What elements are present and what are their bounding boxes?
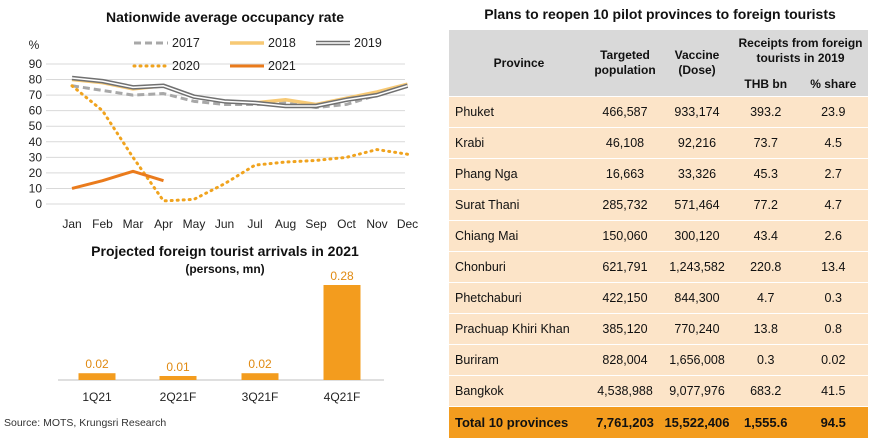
- thb-cell: 43.4: [733, 221, 798, 252]
- header-share: % share: [798, 72, 868, 97]
- population-cell: 422,150: [589, 283, 661, 314]
- share-cell: 0.02: [798, 345, 868, 376]
- total-thb: 1,555.6: [733, 407, 798, 438]
- province-name: Chonburi: [449, 252, 589, 283]
- header-province: Province: [449, 30, 589, 97]
- population-cell: 466,587: [589, 97, 661, 128]
- share-cell: 41.5: [798, 376, 868, 407]
- share-cell: 4.5: [798, 128, 868, 159]
- header-receipts-line1: Receipts from foreign: [733, 36, 868, 51]
- thb-cell: 73.7: [733, 128, 798, 159]
- province-name: Phang Nga: [449, 159, 589, 190]
- population-cell: 285,732: [589, 190, 661, 221]
- share-cell: 2.6: [798, 221, 868, 252]
- vaccine-cell: 92,216: [661, 128, 733, 159]
- bar-value-label: 0.02: [85, 357, 109, 371]
- header-vaccine-line1: Vaccine: [661, 48, 733, 63]
- share-cell: 23.9: [798, 97, 868, 128]
- province-name: Buriram: [449, 345, 589, 376]
- bar-value-label: 0.01: [166, 360, 190, 374]
- bar-category-label: 4Q21F: [324, 390, 361, 404]
- header-thb: THB bn: [733, 72, 798, 97]
- provinces-table: Province Targeted population Vaccine (Do…: [449, 30, 868, 438]
- vaccine-cell: 844,300: [661, 283, 733, 314]
- total-label: Total 10 provinces: [449, 407, 589, 438]
- thb-cell: 77.2: [733, 190, 798, 221]
- share-cell: 4.7: [798, 190, 868, 221]
- vaccine-cell: 770,240: [661, 314, 733, 345]
- bar-value-label: 0.02: [248, 357, 272, 371]
- bar-1Q21: [79, 373, 116, 380]
- bar-category-label: 2Q21F: [160, 390, 197, 404]
- population-cell: 16,663: [589, 159, 661, 190]
- bar-category-label: 1Q21: [82, 390, 112, 404]
- share-cell: 0.3: [798, 283, 868, 314]
- header-population: Targeted population: [589, 30, 661, 97]
- thb-cell: 45.3: [733, 159, 798, 190]
- province-name: Bangkok: [449, 376, 589, 407]
- bar-3Q21F: [242, 373, 279, 380]
- table-title: Plans to reopen 10 pilot provinces to fo…: [450, 6, 870, 22]
- population-cell: 828,004: [589, 345, 661, 376]
- population-cell: 385,120: [589, 314, 661, 345]
- header-population-line2: population: [589, 63, 661, 78]
- thb-cell: 393.2: [733, 97, 798, 128]
- thb-cell: 4.7: [733, 283, 798, 314]
- province-name: Phuket: [449, 97, 589, 128]
- province-name: Phetchaburi: [449, 283, 589, 314]
- vaccine-cell: 1,243,582: [661, 252, 733, 283]
- province-name: Chiang Mai: [449, 221, 589, 252]
- vaccine-cell: 1,656,008: [661, 345, 733, 376]
- population-cell: 621,791: [589, 252, 661, 283]
- source-note: Source: MOTS, Krungsri Research: [4, 417, 166, 429]
- population-cell: 150,060: [589, 221, 661, 252]
- header-vaccine-line2: (Dose): [661, 63, 733, 78]
- share-cell: 0.8: [798, 314, 868, 345]
- province-name: Prachuap Khiri Khan: [449, 314, 589, 345]
- bar-category-label: 3Q21F: [242, 390, 279, 404]
- province-name: Surat Thani: [449, 190, 589, 221]
- total-population: 7,761,203: [589, 407, 661, 438]
- arrivals-bar-chart: 0.02 1Q21 0.01 2Q21F 0.02 3Q21F 0.28 4Q21F: [0, 0, 440, 437]
- vaccine-cell: 933,174: [661, 97, 733, 128]
- thb-cell: 220.8: [733, 252, 798, 283]
- header-vaccine: Vaccine (Dose): [661, 30, 733, 97]
- header-population-line1: Targeted: [589, 48, 661, 63]
- total-vaccine: 15,522,406: [661, 407, 733, 438]
- province-name: Krabi: [449, 128, 589, 159]
- population-cell: 4,538,988: [589, 376, 661, 407]
- population-cell: 46,108: [589, 128, 661, 159]
- thb-cell: 13.8: [733, 314, 798, 345]
- header-receipts-line2: tourists in 2019: [733, 51, 868, 66]
- bar-2Q21F: [160, 376, 197, 380]
- bar-value-label: 0.28: [330, 269, 354, 283]
- thb-cell: 683.2: [733, 376, 798, 407]
- share-cell: 2.7: [798, 159, 868, 190]
- vaccine-cell: 9,077,976: [661, 376, 733, 407]
- total-share: 94.5: [798, 407, 868, 438]
- vaccine-cell: 300,120: [661, 221, 733, 252]
- thb-cell: 0.3: [733, 345, 798, 376]
- share-cell: 13.4: [798, 252, 868, 283]
- vaccine-cell: 33,326: [661, 159, 733, 190]
- bar-4Q21F: [324, 285, 361, 380]
- header-receipts: Receipts from foreign tourists in 2019: [733, 30, 868, 72]
- vaccine-cell: 571,464: [661, 190, 733, 221]
